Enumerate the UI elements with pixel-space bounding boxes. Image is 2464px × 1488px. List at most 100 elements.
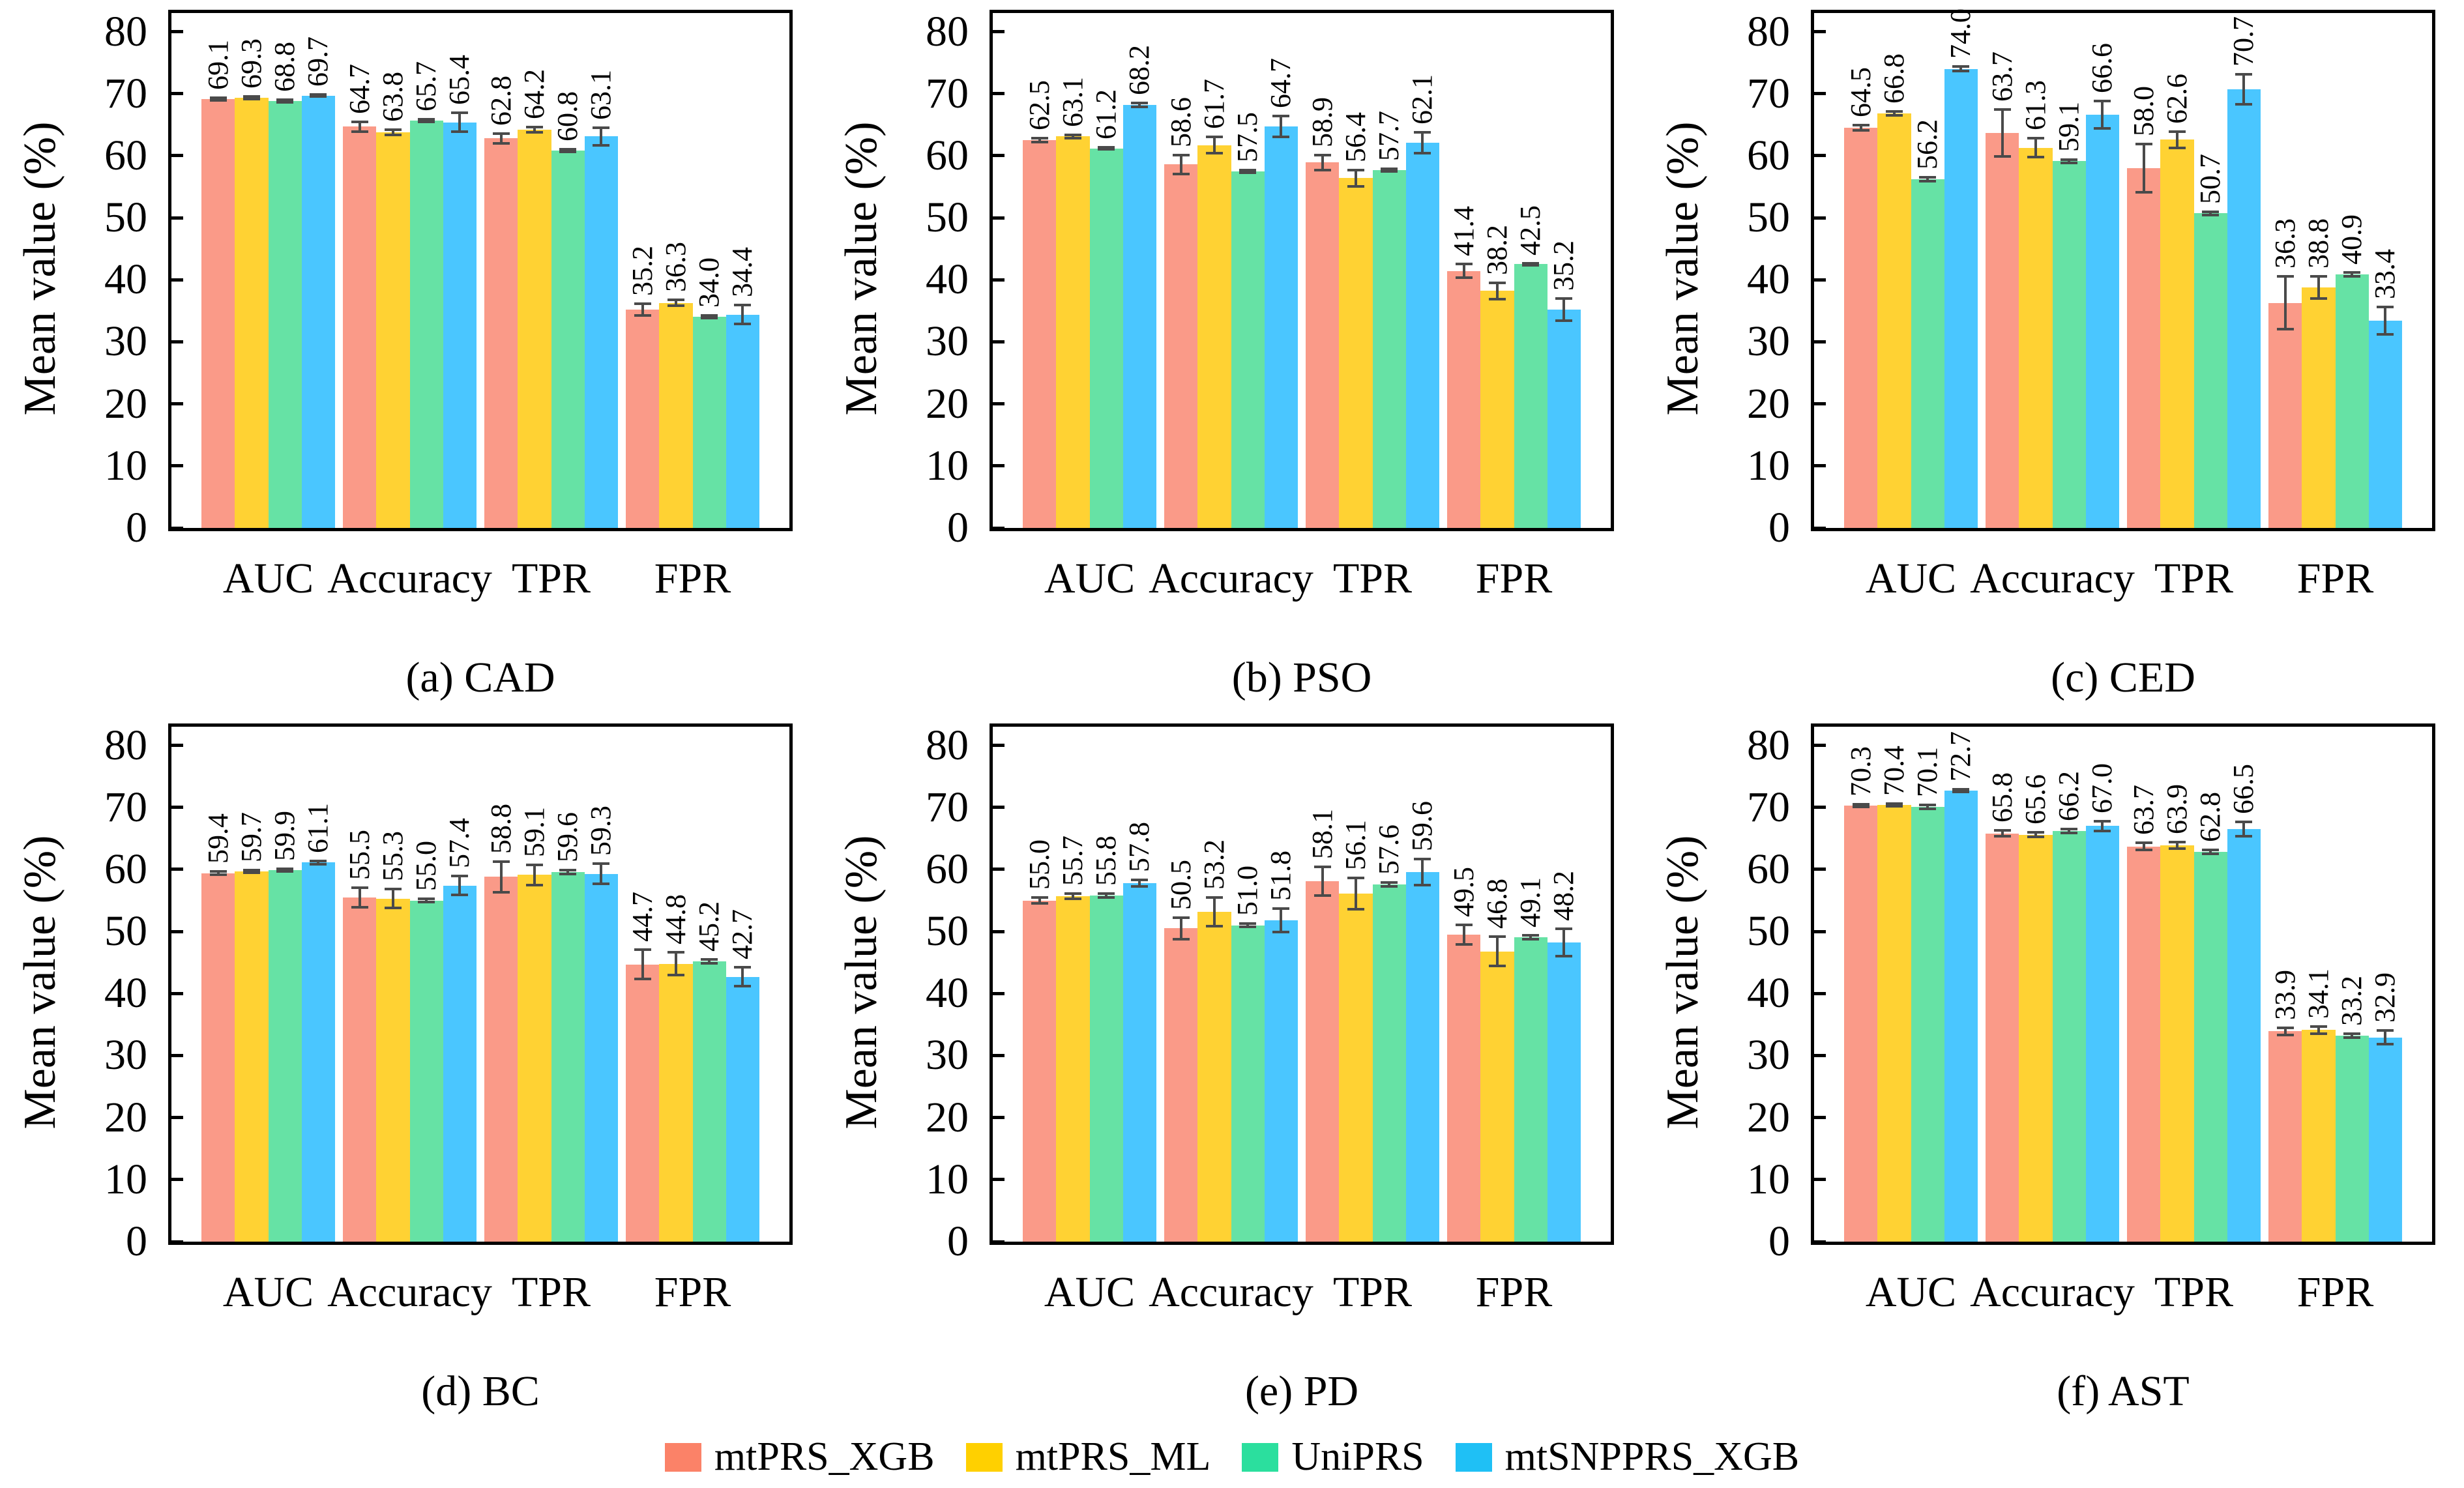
error-bar-cap-bottom [209,99,227,102]
error-bar-cap-bottom [276,869,294,873]
y-tick-label: 40 [1747,969,1790,1017]
error-bar-cap-top [1205,896,1223,899]
error-bar-cap-bottom [2061,162,2078,165]
error-bar-cap-top [1919,803,1937,806]
x-category-label: AUC [1865,555,1957,602]
error-bar-cap-bottom [734,984,752,987]
x-category-label: Accuracy [327,555,492,602]
legend-swatch [1455,1442,1492,1472]
x-category-label: TPR [511,555,591,602]
bar-UniPRS-AUC [268,869,302,1242]
bar-UniPRS-AUC [268,101,302,528]
y-tick [993,991,1005,995]
bar-UniPRS-Accuracy [2052,830,2086,1242]
bar-UniPRS-TPR [2193,852,2227,1242]
error-bar-cap-bottom [1414,152,1431,155]
error-bar [2384,307,2387,335]
error-bar-cap-bottom [2343,274,2361,278]
y-tick-label: 20 [1747,379,1790,428]
y-tick [1814,216,1826,220]
error-bar-cap-bottom [451,893,469,896]
bar-mtSNPPRS_XGB-AUC [1122,883,1156,1242]
error-bar [1495,936,1499,967]
error-bar-cap-top [2094,819,2111,823]
bar-value-label: 63.1 [585,70,617,121]
plot-area-pso: 62.5 63.1 61.2 68.2 58.6 61.7 57.5 64.7 58.9 56.4… [990,10,1614,531]
x-category-label: AUC [1865,1268,1957,1316]
bar-value-label: 57.4 [443,818,476,869]
error-bar-cap-bottom [2168,146,2186,149]
bar-value-label: 61.3 [2019,80,2051,131]
error-bar [2001,109,2004,156]
bar-mtSNPPRS_XGB-TPR [584,873,618,1242]
y-tick [993,30,1005,34]
error-bar-cap-top [351,886,368,889]
bar-value-label: 55.0 [410,840,443,891]
bar-mtPRS_XGB-Accuracy [1986,833,2019,1242]
bar-mtSNPPRS_XGB-Accuracy [2085,115,2119,528]
error-bar-cap-top [1952,788,1970,791]
error-bar [1071,894,1074,899]
bar-UniPRS-AUC [1911,179,1944,528]
error-bar [2283,1027,2287,1036]
y-tick [171,1178,183,1182]
error-bar-cap-bottom [634,314,651,317]
bar-UniPRS-TPR [551,151,585,528]
error-bar [741,305,744,324]
error-bar-cap-bottom [418,901,435,904]
bar-value-label: 62.5 [1023,80,1055,131]
x-category-label: FPR [1475,555,1553,602]
bar-value-label: 62.8 [484,75,517,126]
bar-mtSNPPRS_XGB-AUC [301,862,335,1242]
y-tick-label: 50 [926,194,969,242]
error-bar-cap-top [2202,849,2220,852]
error-bar-cap-top [1313,866,1331,869]
bar-mtPRS_ML-TPR [1339,178,1373,528]
error-bar-cap-bottom [2276,328,2294,331]
error-bar [2317,1026,2320,1034]
error-bar [533,865,536,885]
x-category-label: Accuracy [1970,1268,2135,1316]
error-bar [2142,143,2145,193]
x-category-label: Accuracy [1149,555,1313,602]
error-bar [2351,1034,2354,1038]
y-tick-label: 10 [104,441,147,489]
error-bar-cap-bottom [2027,836,2044,839]
bar-mtPRS_ML-Accuracy [2019,147,2053,528]
error-bar [2351,272,2354,276]
legend-item-mtPRS_ML: mtPRS_ML [965,1434,1210,1480]
error-bar-cap-bottom [1555,319,1573,323]
error-bar-cap-bottom [384,133,402,136]
error-bar-cap-bottom [384,906,402,909]
error-bar-cap-bottom [2235,835,2253,838]
bar-mtSNPPRS_XGB-Accuracy [1264,126,1298,528]
error-bar [2001,830,2004,837]
error-bar-cap-bottom [2202,214,2220,217]
y-tick-label: 50 [1747,907,1790,956]
error-bar-cap-top [242,868,260,871]
y-tick-label: 30 [1747,317,1790,366]
error-bar-cap-top [2168,841,2186,844]
bar-value-label: 45.2 [693,901,726,952]
bar-value-label: 69.7 [302,36,334,87]
y-tick-label: 0 [947,504,969,551]
bar-value-label: 41.4 [1447,206,1480,257]
error-bar-cap-bottom [451,130,469,133]
y-tick-label: 20 [104,379,147,428]
error-bar-cap-top [1919,176,1937,179]
bar-mtPRS_XGB-AUC [1023,900,1057,1242]
error-bar-cap-top [310,93,327,96]
error-bar [1859,125,1862,130]
x-category-label: TPR [1332,1268,1413,1316]
error-bar-cap-top [384,128,402,131]
bar-mtPRS_ML-AUC [235,98,269,528]
error-bar [2209,850,2212,854]
bar-mtPRS_XGB-FPR [2268,1031,2302,1242]
error-bar [1280,116,1283,138]
error-bar-cap-bottom [2377,333,2394,336]
y-tick-label: 20 [926,379,969,428]
y-tick [1814,278,1826,282]
error-bar-cap-bottom [242,98,260,101]
bar-UniPRS-FPR [2335,1036,2369,1242]
bar-value-label: 40.9 [2336,214,2368,265]
